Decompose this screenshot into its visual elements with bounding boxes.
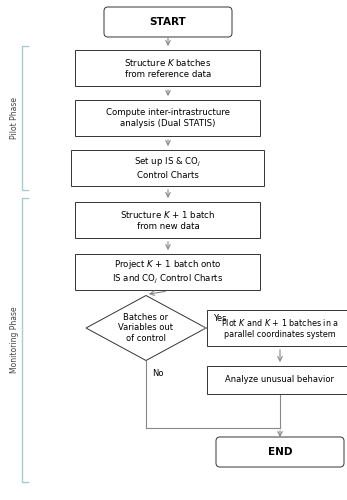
FancyBboxPatch shape — [208, 310, 347, 346]
FancyBboxPatch shape — [76, 254, 261, 290]
Text: Batches or
Variables out
of control: Batches or Variables out of control — [118, 313, 174, 343]
FancyBboxPatch shape — [104, 7, 232, 37]
FancyBboxPatch shape — [76, 100, 261, 136]
Text: Pilot Phase: Pilot Phase — [10, 97, 19, 139]
Text: Compute inter-intrastructure
analysis (Dual STATIS): Compute inter-intrastructure analysis (D… — [106, 108, 230, 128]
Text: Yes: Yes — [213, 314, 227, 323]
Text: END: END — [268, 447, 292, 457]
FancyBboxPatch shape — [71, 150, 264, 186]
FancyBboxPatch shape — [208, 366, 347, 394]
Text: Project $K$ + 1 batch onto
IS and CO$_j$ Control Charts: Project $K$ + 1 batch onto IS and CO$_j$… — [112, 258, 223, 286]
Text: Monitoring Phase: Monitoring Phase — [10, 306, 19, 374]
Text: Structure $K$ batches
from reference data: Structure $K$ batches from reference dat… — [125, 58, 212, 78]
FancyBboxPatch shape — [216, 437, 344, 467]
Text: Analyze unusual behavior: Analyze unusual behavior — [226, 376, 335, 384]
Text: Set up IS & CO$_j$
Control Charts: Set up IS & CO$_j$ Control Charts — [134, 156, 202, 180]
FancyBboxPatch shape — [76, 50, 261, 86]
Text: Structure $K$ + 1 batch
from new data: Structure $K$ + 1 batch from new data — [120, 210, 215, 231]
Polygon shape — [86, 296, 206, 360]
FancyBboxPatch shape — [76, 202, 261, 238]
Text: START: START — [150, 17, 186, 27]
Text: No: No — [152, 368, 163, 378]
Text: Plot $K$ and $K$ + 1 batches in a
parallel coordinates system: Plot $K$ and $K$ + 1 batches in a parall… — [221, 318, 339, 338]
